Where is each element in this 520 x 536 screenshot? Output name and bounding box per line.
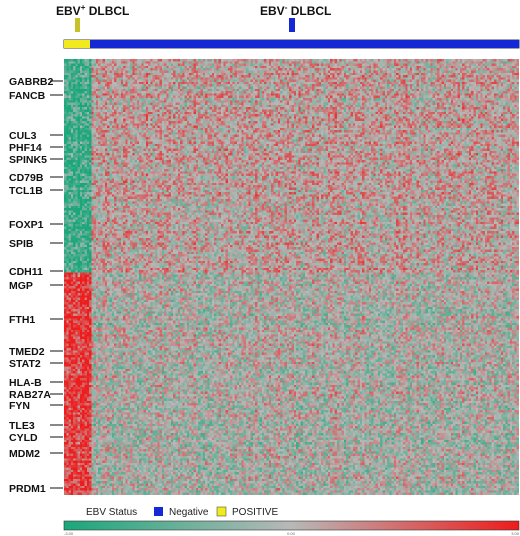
gene-label-fth1: FTH1 — [9, 314, 35, 326]
gene-label-tle3: TLE3 — [9, 420, 35, 432]
gene-label-foxp1: FOXP1 — [9, 219, 44, 231]
gene-label-spink5: SPINK5 — [9, 154, 47, 166]
gene-label-rab27a: RAB27A — [9, 389, 51, 401]
color-scale-tick-max: 3.00 — [511, 531, 520, 536]
group-label-ebv-negative: EBV- DLBCL — [260, 3, 331, 18]
color-scale-tick-mid: 0.00 — [287, 531, 296, 536]
gene-label-cdh11: CDH11 — [9, 266, 43, 278]
gene-label-stat2: STAT2 — [9, 358, 41, 370]
status-bar-negative — [90, 40, 519, 48]
group-label-ebv-positive: EBV+ DLBCL — [56, 3, 129, 18]
gene-label-prdm1: PRDM1 — [9, 483, 46, 495]
group-marker-ebv-positive — [75, 18, 80, 32]
gene-label-tmed2: TMED2 — [9, 346, 45, 358]
heatmap-cells — [64, 59, 519, 495]
group-marker-ebv-negative — [289, 18, 295, 32]
gene-label-fyn: FYN — [9, 400, 30, 412]
color-scale-bar — [63, 520, 520, 531]
gene-label-fancb: FANCB — [9, 90, 46, 102]
legend-label-negative: Negative — [169, 507, 209, 518]
color-scale-tick-min: -3.00 — [64, 531, 74, 536]
status-bar-positive — [64, 40, 90, 48]
gene-label-cd79b: CD79B — [9, 172, 44, 184]
gene-label-cul3: CUL3 — [9, 130, 37, 142]
gene-label-spib: SPIB — [9, 238, 34, 250]
legend-swatch-positive — [216, 506, 227, 517]
gene-label-mdm2: MDM2 — [9, 448, 40, 460]
gene-label-phf14: PHF14 — [9, 142, 42, 154]
legend-title: EBV Status — [86, 507, 137, 518]
gene-label-tcl1b: TCL1B — [9, 185, 43, 197]
legend-label-positive: POSITIVE — [232, 507, 278, 518]
gene-label-mgp: MGP — [9, 280, 33, 292]
gene-label-cyld: CYLD — [9, 432, 38, 444]
gene-label-gabrb2: GABRB2 — [9, 76, 53, 88]
gene-label-hla-b: HLA-B — [9, 377, 42, 389]
legend-swatch-negative — [154, 507, 163, 516]
